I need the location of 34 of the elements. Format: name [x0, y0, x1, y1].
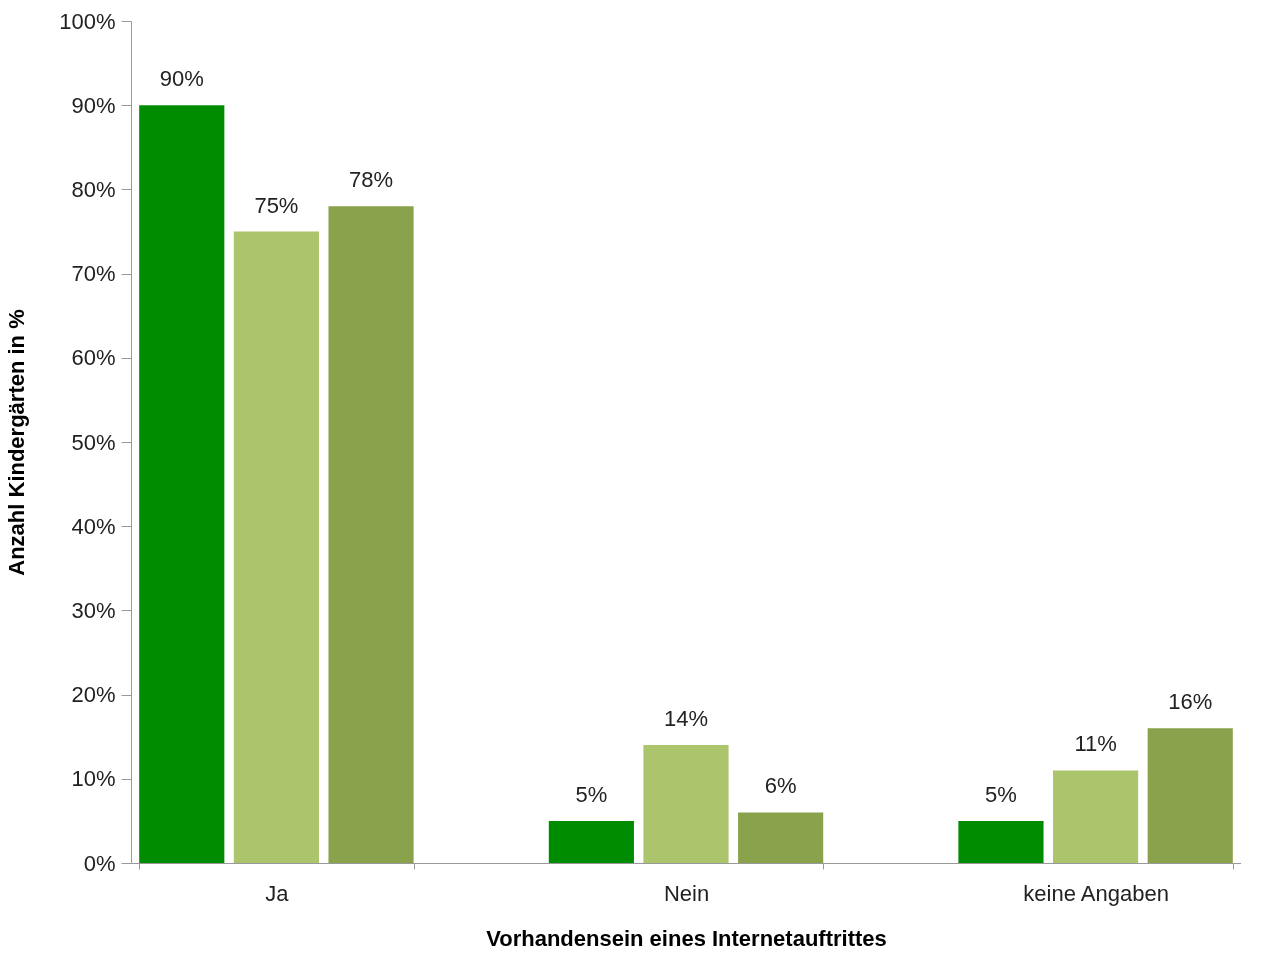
data-label: 6% — [764, 773, 797, 799]
bar — [328, 206, 414, 863]
y-tick-label: 90% — [71, 92, 116, 118]
x-tick-label: keine Angaben — [1023, 880, 1169, 906]
y-tick-label: 50% — [71, 429, 116, 455]
data-label: 78% — [349, 167, 394, 193]
bar — [139, 105, 225, 863]
y-tick-label: 100% — [59, 8, 116, 34]
data-label: 14% — [663, 706, 709, 732]
bar — [233, 231, 319, 863]
x-axis-title: Vorhandensein eines Internetauftrittes — [486, 925, 887, 951]
data-label: 5% — [575, 781, 608, 807]
x-tick-label: Ja — [265, 880, 290, 906]
y-tick-label: 10% — [71, 766, 116, 792]
data-label: 90% — [159, 66, 204, 92]
bar — [1147, 728, 1233, 863]
data-label: 11% — [1074, 731, 1117, 757]
bar — [1053, 770, 1139, 863]
y-tick-label: 0% — [83, 850, 116, 876]
y-tick-label: 20% — [71, 682, 116, 708]
y-tick-label: 30% — [71, 597, 116, 623]
data-label: 16% — [1168, 689, 1213, 715]
y-tick-label: 60% — [71, 345, 116, 371]
bar — [548, 820, 634, 863]
bar — [738, 812, 824, 863]
bar — [643, 745, 729, 863]
y-tick-label: 80% — [71, 176, 116, 202]
y-axis-title: Anzahl Kindergärten in % — [4, 309, 30, 576]
x-tick-label: Nein — [663, 880, 710, 906]
data-label: 75% — [254, 192, 299, 218]
y-tick-label: 40% — [71, 513, 116, 539]
data-label: 5% — [985, 781, 1017, 807]
y-tick-label: 70% — [71, 261, 116, 287]
bar — [958, 820, 1044, 863]
